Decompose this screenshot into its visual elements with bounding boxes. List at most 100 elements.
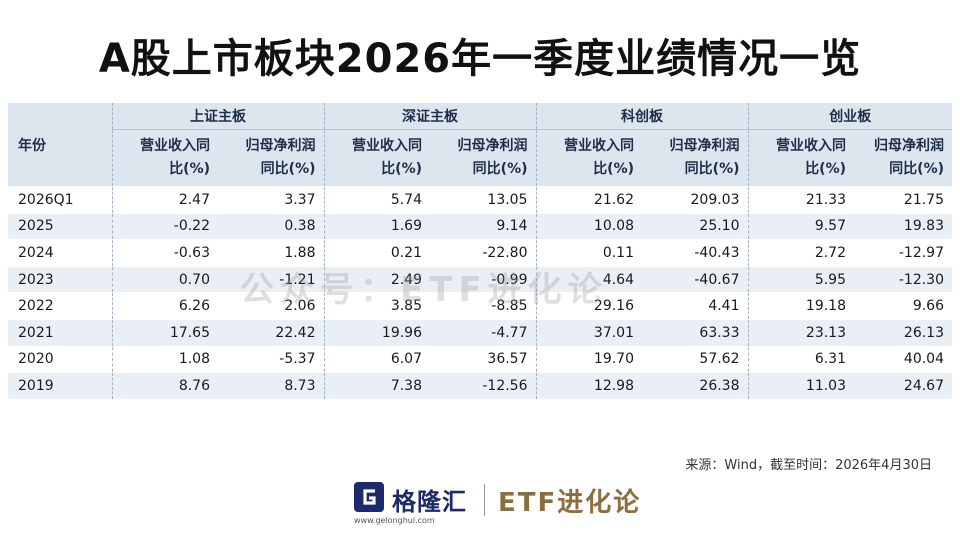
value-cell: 0.38 [218, 212, 324, 240]
value-cell: 1.08 [111, 345, 218, 373]
value-cell: 21.33 [747, 186, 854, 214]
col-header-net-profit: 归母净利润 同比(%) [854, 129, 952, 187]
value-cell: 63.33 [642, 318, 748, 347]
value-cell: 12.98 [535, 372, 642, 399]
year-cell: 2022 [8, 292, 112, 320]
value-cell: -40.43 [642, 239, 748, 267]
value-cell: 36.57 [430, 345, 536, 373]
brand-name: ETF进化论 [498, 488, 642, 518]
table-row: 2024 -0.63 1.88 0.21 -22.80 0.11 -40.43 2.72 -12… [8, 239, 952, 267]
year-cell: 2020 [8, 345, 112, 373]
value-cell: -0.63 [111, 239, 218, 267]
col-header-revenue: 营业收入同 比(%) [747, 129, 854, 187]
page-title: A股上市板块2026年一季度业绩情况一览 [98, 36, 862, 82]
value-cell: 0.11 [535, 239, 642, 267]
col-header-net-profit: 归母净利润 同比(%) [430, 129, 536, 187]
gelonghui-logo-icon [354, 482, 384, 512]
value-cell: 1.69 [323, 212, 430, 240]
value-cell: -12.30 [854, 265, 952, 293]
footer: 格隆汇 www.gelonghui.com ETF进化论 [0, 478, 960, 528]
logo-name: 格隆汇 [392, 488, 467, 516]
value-cell: 29.16 [535, 292, 642, 320]
value-cell: 24.67 [854, 372, 952, 399]
year-cell: 2024 [8, 239, 112, 267]
value-cell: 40.04 [854, 345, 952, 373]
year-cell: 2025 [8, 212, 112, 240]
footer-divider [484, 484, 485, 516]
value-cell: 57.62 [642, 345, 748, 373]
value-cell: -22.80 [430, 239, 536, 267]
value-cell: 2.47 [111, 186, 218, 214]
value-cell: 6.31 [747, 345, 854, 373]
table-row: 2026Q1 2.47 3.37 5.74 13.05 21.62 209.03 21.33 2… [8, 186, 952, 214]
value-cell: -12.56 [430, 372, 536, 399]
value-cell: 2.49 [323, 265, 430, 293]
value-cell: 19.96 [323, 318, 430, 347]
value-cell: -4.77 [430, 318, 536, 347]
value-cell: 6.26 [111, 292, 218, 320]
value-cell: -1.21 [218, 265, 324, 293]
value-cell: -8.85 [430, 292, 536, 320]
table-row: 2023 0.70 -1.21 2.49 -0.99 4.64 -40.67 5.95 -12.… [8, 265, 952, 293]
value-cell: 21.62 [535, 186, 642, 214]
value-cell: 4.41 [642, 292, 748, 320]
value-cell: 10.08 [535, 212, 642, 240]
year-cell: 2023 [8, 265, 112, 293]
value-cell: 11.03 [747, 372, 854, 399]
table-row: 2025 -0.22 0.38 1.69 9.14 10.08 25.10 9.57 19.83 [8, 212, 952, 240]
value-cell: 37.01 [535, 318, 642, 347]
year-cell: 2026Q1 [8, 186, 112, 214]
value-cell: -12.97 [854, 239, 952, 267]
value-cell: 1.88 [218, 239, 324, 267]
source-note: 来源：Wind，截至时间：2026年4月30日 [685, 458, 932, 473]
value-cell: 19.70 [535, 345, 642, 373]
year-cell: 2019 [8, 372, 112, 399]
col-header-revenue: 营业收入同 比(%) [111, 129, 218, 187]
value-cell: 19.83 [854, 212, 952, 240]
value-cell: 0.70 [111, 265, 218, 293]
performance-table: 年份 上证主板 深证主板 科创板 创业板 营业收入同 比(%) 归母净利润 同比(%… [8, 103, 952, 399]
value-cell: 3.85 [323, 292, 430, 320]
value-cell: 17.65 [111, 318, 218, 347]
value-cell: 7.38 [323, 372, 430, 399]
value-cell: 2.72 [747, 239, 854, 267]
table-row: 2019 8.76 8.73 7.38 -12.56 12.98 26.38 11.03 24.… [8, 372, 952, 399]
value-cell: -5.37 [218, 345, 324, 373]
value-cell: 26.13 [854, 318, 952, 347]
table-row: 2022 6.26 2.06 3.85 -8.85 29.16 4.41 19.18 9.66 [8, 292, 952, 320]
value-cell: 2.06 [218, 292, 324, 320]
value-cell: 13.05 [430, 186, 536, 214]
value-cell: 26.38 [642, 372, 748, 399]
group-header-szse-main: 深证主板 [323, 103, 536, 130]
value-cell: 5.95 [747, 265, 854, 293]
value-cell: 9.57 [747, 212, 854, 240]
value-cell: 0.21 [323, 239, 430, 267]
value-cell: 9.66 [854, 292, 952, 320]
value-cell: 19.18 [747, 292, 854, 320]
value-cell: 8.73 [218, 372, 324, 399]
value-cell: 25.10 [642, 212, 748, 240]
value-cell: 209.03 [642, 186, 748, 214]
group-header-star-market: 科创板 [535, 103, 748, 130]
value-cell: 5.74 [323, 186, 430, 214]
col-header-revenue: 营业收入同 比(%) [535, 129, 642, 187]
value-cell: 8.76 [111, 372, 218, 399]
value-cell: 23.13 [747, 318, 854, 347]
year-header: 年份 [8, 103, 112, 187]
value-cell: 22.42 [218, 318, 324, 347]
table-row: 2020 1.08 -5.37 6.07 36.57 19.70 57.62 6.31 40.0… [8, 345, 952, 373]
logo-url: www.gelonghui.com [354, 516, 435, 525]
group-header-sse-main: 上证主板 [111, 103, 324, 130]
value-cell: 9.14 [430, 212, 536, 240]
value-cell: -0.99 [430, 265, 536, 293]
value-cell: 3.37 [218, 186, 324, 214]
col-header-net-profit: 归母净利润 同比(%) [218, 129, 324, 187]
value-cell: 6.07 [323, 345, 430, 373]
year-cell: 2021 [8, 318, 112, 347]
value-cell: 21.75 [854, 186, 952, 214]
col-header-net-profit: 归母净利润 同比(%) [642, 129, 748, 187]
value-cell: 4.64 [535, 265, 642, 293]
value-cell: -0.22 [111, 212, 218, 240]
group-header-chinext: 创业板 [747, 103, 952, 130]
table-body: 2026Q1 2.47 3.37 5.74 13.05 21.62 209.03 21.33 2… [8, 186, 952, 399]
